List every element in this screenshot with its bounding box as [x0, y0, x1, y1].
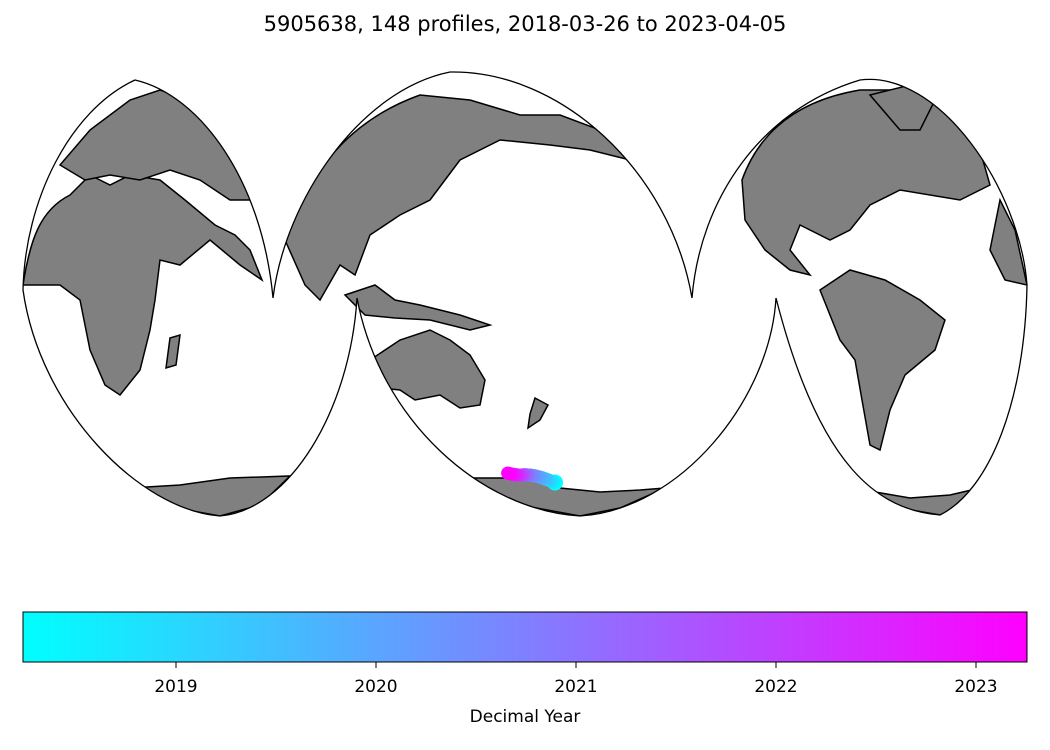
- colorbar-tick-label: 2020: [354, 677, 397, 697]
- landmass-europe-africa: [23, 174, 264, 397]
- colorbar: [22, 611, 1028, 663]
- landmass-madagascar: [165, 333, 181, 370]
- landmass-antarctica-left: [127, 475, 292, 516]
- profile-point: [501, 466, 515, 480]
- landmass-antarctica-middle: [469, 477, 666, 516]
- colorbar-label: Decimal Year: [470, 707, 581, 727]
- landmass-asia: [284, 94, 633, 302]
- float-track: [501, 466, 563, 491]
- land-layer: [23, 84, 1027, 516]
- landmass-new-zealand: [527, 396, 550, 430]
- colorbar-tick-label: 2021: [554, 677, 597, 697]
- landmass-antarctica-right: [874, 486, 983, 516]
- chart-title: 5905638, 148 profiles, 2018-03-26 to 202…: [263, 12, 787, 36]
- colorbar-tick-label: 2019: [154, 677, 197, 697]
- colorbar-tick-label: 2023: [954, 677, 997, 697]
- landmass-south-america: [819, 269, 946, 452]
- landmass-se-asia-islands: [343, 284, 493, 331]
- landmass-north-america: [741, 89, 991, 277]
- landmass-west-africa-edge: [989, 197, 1027, 286]
- colorbar-ticks: 2019 2020 2021 2022 2023: [154, 662, 998, 697]
- colorbar-tick-label: 2022: [754, 677, 797, 697]
- landmass-australia: [369, 329, 486, 409]
